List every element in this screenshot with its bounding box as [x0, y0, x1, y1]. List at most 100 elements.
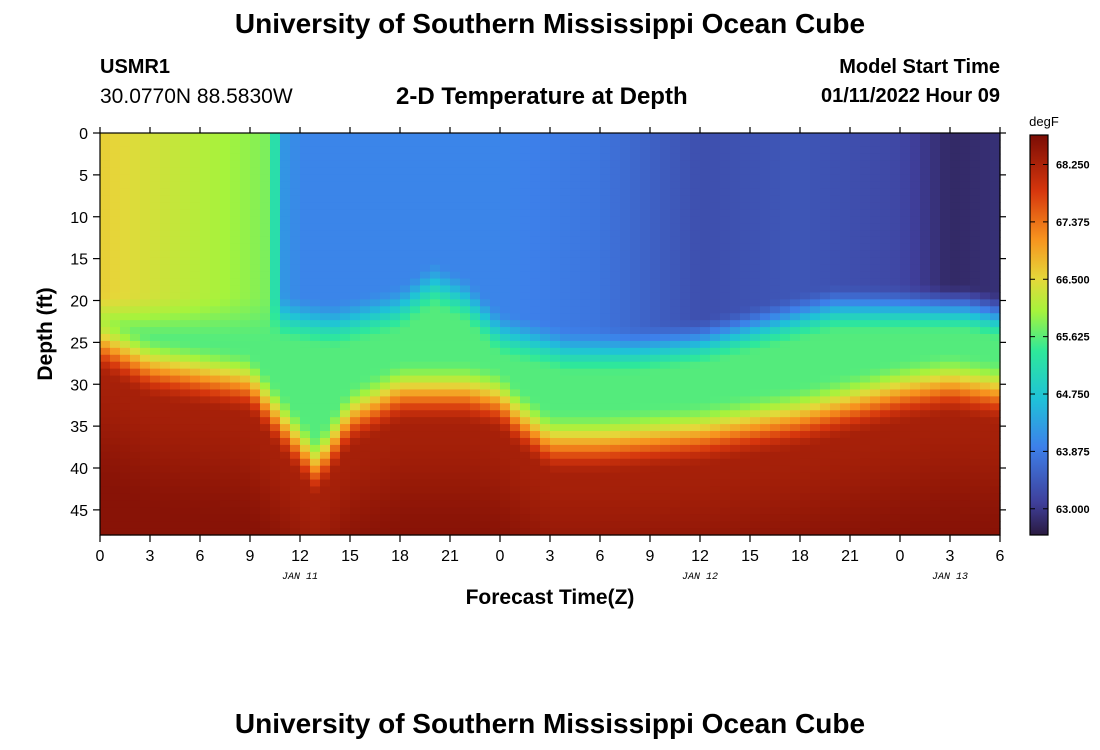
- heatmap-cell: [530, 160, 541, 169]
- heatmap-cell: [610, 292, 621, 300]
- heatmap-cell: [110, 202, 121, 210]
- heatmap-cell: [900, 403, 911, 411]
- heatmap-cell: [100, 514, 111, 522]
- heatmap-cell: [300, 313, 311, 321]
- heatmap-cell: [800, 431, 811, 439]
- heatmap-cell: [820, 472, 831, 481]
- heatmap-cell: [190, 320, 201, 328]
- heatmap-cell: [550, 396, 561, 404]
- heatmap-cell: [370, 347, 381, 356]
- heatmap-cell: [390, 223, 401, 231]
- heatmap-cell: [610, 181, 621, 190]
- heatmap-cell: [570, 486, 581, 495]
- heatmap-cell: [370, 389, 381, 397]
- heatmap-cell: [490, 451, 501, 460]
- heatmap-cell: [740, 340, 751, 349]
- heatmap-cell: [130, 465, 141, 474]
- heatmap-cell: [300, 465, 311, 474]
- heatmap-cell: [660, 174, 671, 183]
- heatmap-cell: [350, 139, 361, 148]
- heatmap-cell: [550, 382, 561, 391]
- heatmap-cell: [170, 153, 181, 162]
- heatmap-cell: [270, 458, 281, 467]
- heatmap-cell: [340, 472, 351, 481]
- heatmap-cell: [100, 396, 111, 404]
- heatmap-cell: [670, 292, 681, 300]
- heatmap-cell: [320, 465, 331, 474]
- heatmap-cell: [730, 133, 741, 141]
- heatmap-cell: [570, 458, 581, 467]
- heatmap-cell: [690, 458, 701, 467]
- heatmap-cell: [700, 250, 711, 259]
- heatmap-cell: [750, 451, 761, 460]
- heatmap-cell: [460, 257, 471, 266]
- heatmap-cell: [360, 292, 371, 300]
- heatmap-cell: [440, 368, 451, 377]
- heatmap-cell: [440, 444, 451, 453]
- heatmap-cell: [320, 299, 331, 307]
- heatmap-cell: [270, 465, 281, 474]
- heatmap-cell: [300, 250, 311, 259]
- heatmap-cell: [470, 139, 481, 148]
- heatmap-cell: [330, 361, 341, 370]
- heatmap-cell: [120, 521, 131, 529]
- heatmap-cell: [950, 472, 961, 481]
- heatmap-cell: [120, 354, 131, 363]
- heatmap-cell: [690, 521, 701, 529]
- heatmap-cell: [940, 223, 951, 231]
- heatmap-cell: [560, 313, 571, 321]
- heatmap-cell: [750, 389, 761, 397]
- heatmap-cell: [650, 500, 661, 508]
- heatmap-cell: [220, 507, 231, 515]
- heatmap-cell: [290, 327, 301, 335]
- heatmap-cell: [720, 167, 731, 176]
- heatmap-cell: [740, 313, 751, 321]
- heatmap-cell: [730, 278, 741, 287]
- heatmap-cell: [210, 257, 221, 266]
- heatmap-cell: [480, 410, 491, 418]
- heatmap-cell: [280, 361, 291, 370]
- heatmap-cell: [130, 271, 141, 280]
- heatmap-cell: [850, 146, 861, 155]
- heatmap-cell: [160, 479, 171, 488]
- heatmap-cell: [720, 153, 731, 162]
- heatmap-cell: [260, 451, 271, 460]
- heatmap-cell: [520, 264, 531, 273]
- heatmap-cell: [440, 320, 451, 328]
- heatmap-cell: [520, 250, 531, 259]
- heatmap-cell: [550, 320, 561, 328]
- heatmap-cell: [300, 528, 311, 536]
- heatmap-cell: [900, 389, 911, 397]
- heatmap-cell: [490, 306, 501, 314]
- heatmap-cell: [220, 202, 231, 210]
- heatmap-cell: [860, 347, 871, 356]
- heatmap-cell: [800, 368, 811, 377]
- heatmap-cell: [950, 375, 961, 384]
- heatmap-cell: [760, 188, 771, 196]
- heatmap-cell: [570, 146, 581, 155]
- heatmap-cell: [290, 181, 301, 190]
- heatmap-cell: [460, 216, 471, 224]
- heatmap-cell: [540, 451, 551, 460]
- heatmap-cell: [680, 368, 691, 377]
- heatmap-cell: [740, 389, 751, 397]
- heatmap-cell: [520, 257, 531, 266]
- heatmap-cell: [350, 347, 361, 356]
- heatmap-cell: [470, 521, 481, 529]
- heatmap-cell: [370, 444, 381, 453]
- heatmap-cell: [230, 313, 241, 321]
- heatmap-cell: [780, 271, 791, 280]
- heatmap-cell: [520, 320, 531, 328]
- heatmap-cell: [590, 458, 601, 467]
- heatmap-cell: [720, 382, 731, 391]
- heatmap-cell: [350, 257, 361, 266]
- heatmap-cell: [260, 243, 271, 252]
- heatmap-cell: [410, 403, 421, 411]
- heatmap-cell: [200, 146, 211, 155]
- heatmap-cell: [440, 396, 451, 404]
- heatmap-cell: [460, 465, 471, 474]
- heatmap-cell: [380, 327, 391, 335]
- heatmap-cell: [870, 382, 881, 391]
- heatmap-cell: [480, 465, 491, 474]
- heatmap-cell: [340, 361, 351, 370]
